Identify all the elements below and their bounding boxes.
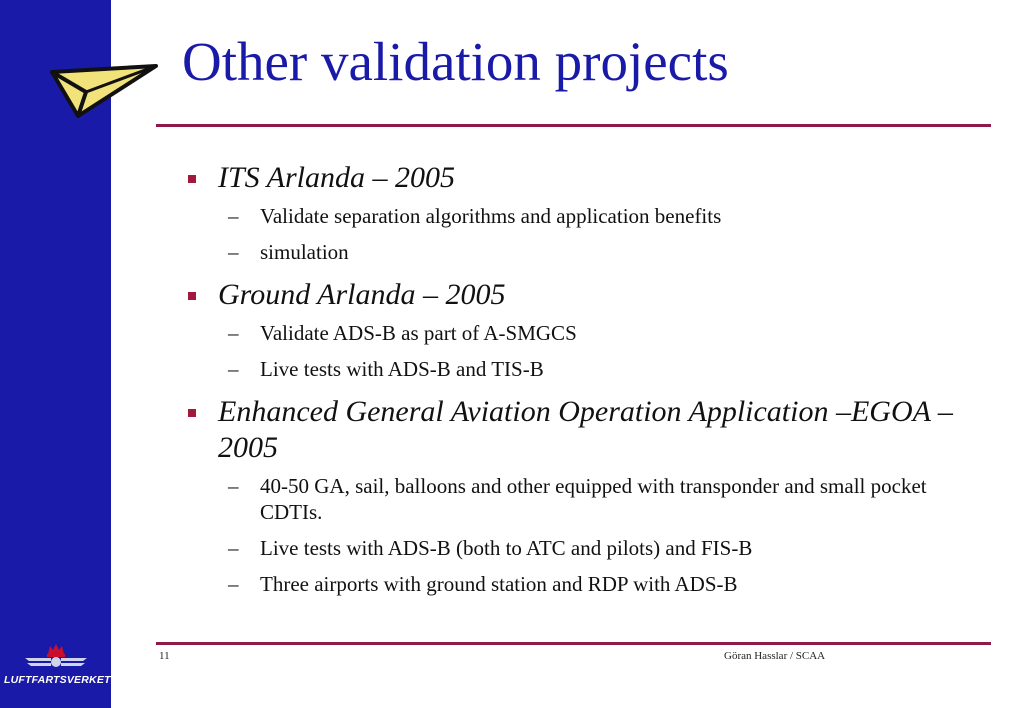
sub-item: – Validate separation algorithms and app… bbox=[186, 203, 986, 229]
sub-item: – simulation bbox=[186, 239, 986, 265]
bullet-item: Ground Arlanda – 2005 bbox=[186, 277, 986, 313]
bullet-item: ITS Arlanda – 2005 bbox=[186, 160, 986, 196]
sub-item-text: simulation bbox=[260, 240, 349, 264]
sub-item: – Validate ADS-B as part of A-SMGCS bbox=[186, 320, 986, 346]
sub-item: – Three airports with ground station and… bbox=[186, 571, 986, 597]
sub-item-text: Three airports with ground station and R… bbox=[260, 572, 738, 596]
dash-marker: – bbox=[228, 536, 239, 560]
bullet-heading: Enhanced General Aviation Operation Appl… bbox=[218, 395, 953, 464]
square-bullet-icon bbox=[188, 409, 196, 417]
dash-marker: – bbox=[228, 240, 239, 264]
agency-logo: LUFTFARTSVERKET bbox=[4, 640, 111, 696]
footer-author: Göran Hasslar / SCAA bbox=[724, 650, 826, 662]
dash-marker: – bbox=[228, 474, 239, 498]
paper-plane-icon bbox=[50, 64, 158, 118]
dash-marker: – bbox=[228, 357, 239, 381]
dash-marker: – bbox=[228, 321, 239, 345]
footer-divider bbox=[156, 642, 991, 645]
sub-item-text: Validate separation algorithms and appli… bbox=[260, 204, 722, 228]
sub-item-text: Live tests with ADS-B and TIS-B bbox=[260, 357, 544, 381]
title-divider bbox=[156, 124, 991, 127]
square-bullet-icon bbox=[188, 175, 196, 183]
crown-wings-icon bbox=[25, 644, 87, 667]
sidebar bbox=[0, 0, 111, 708]
logo-text: LUFTFARTSVERKET bbox=[4, 674, 111, 686]
sub-item: – 40-50 GA, sail, balloons and other equ… bbox=[186, 473, 986, 525]
sub-item: – Live tests with ADS-B (both to ATC and… bbox=[186, 535, 986, 561]
bullet-item: Enhanced General Aviation Operation Appl… bbox=[186, 394, 986, 466]
square-bullet-icon bbox=[188, 292, 196, 300]
sub-item-text: Validate ADS-B as part of A-SMGCS bbox=[260, 321, 577, 345]
bullet-heading: ITS Arlanda – 2005 bbox=[218, 161, 455, 194]
sub-item-text: 40-50 GA, sail, balloons and other equip… bbox=[260, 474, 927, 524]
dash-marker: – bbox=[228, 204, 239, 228]
page-number: 11 bbox=[159, 650, 170, 662]
bullet-heading: Ground Arlanda – 2005 bbox=[218, 278, 506, 311]
slide-content: ITS Arlanda – 2005 – Validate separation… bbox=[186, 160, 986, 597]
sub-item-text: Live tests with ADS-B (both to ATC and p… bbox=[260, 536, 753, 560]
sub-item: – Live tests with ADS-B and TIS-B bbox=[186, 356, 986, 382]
slide-title: Other validation projects bbox=[182, 31, 729, 92]
dash-marker: – bbox=[228, 572, 239, 596]
